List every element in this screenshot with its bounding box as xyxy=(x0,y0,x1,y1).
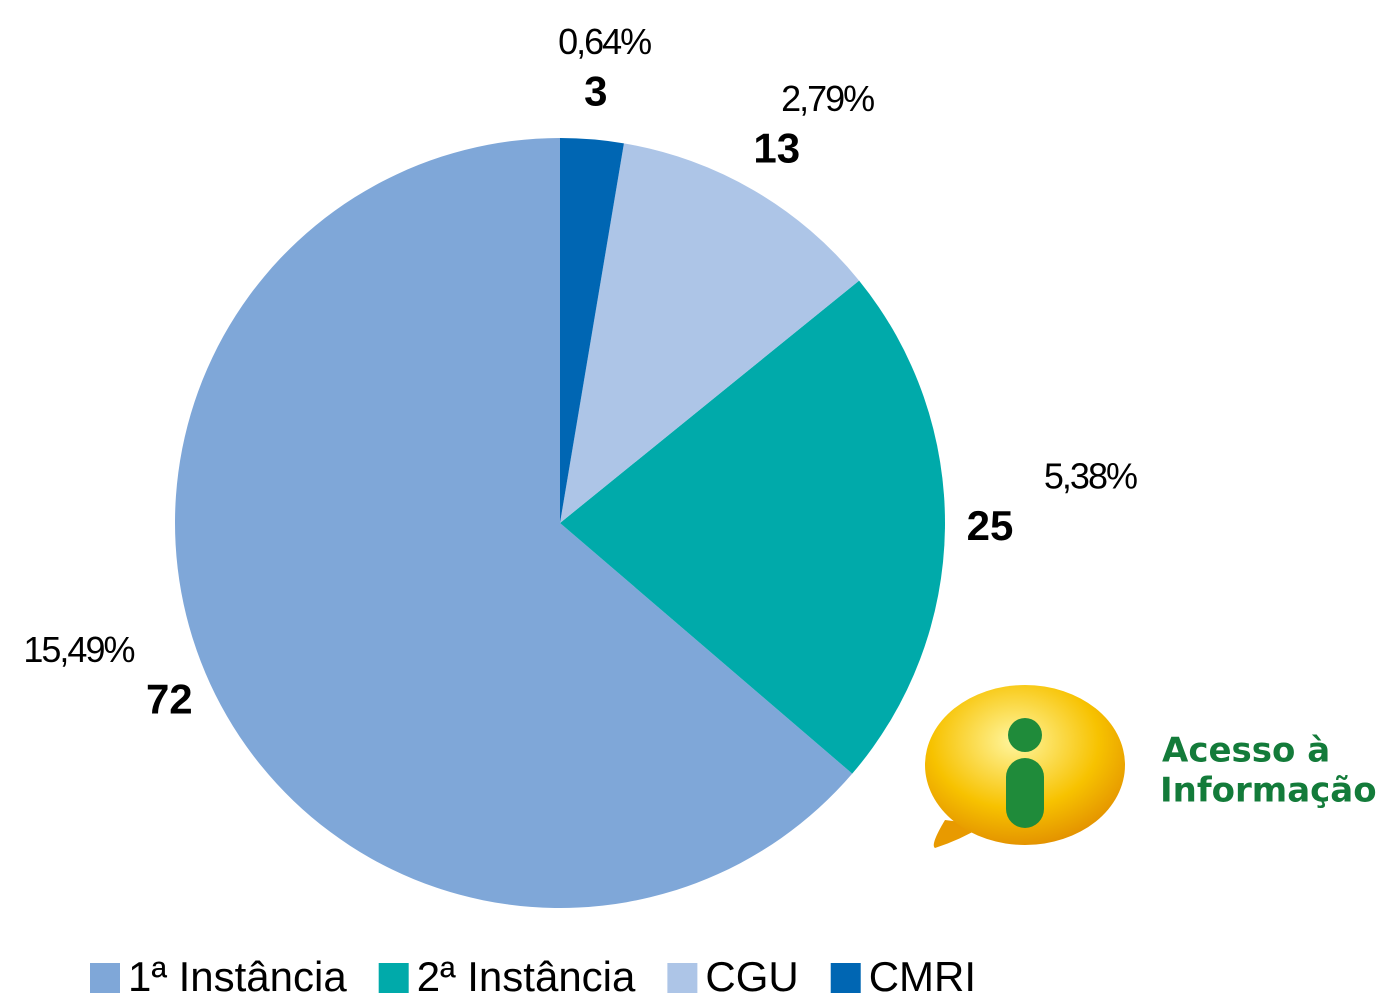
legend-swatch xyxy=(667,963,698,993)
logo-text: Acesso à xyxy=(1162,731,1330,771)
value-label: 72 xyxy=(146,676,193,723)
percent-label: 5,38% xyxy=(1044,455,1137,496)
percent-label: 15,49% xyxy=(23,629,134,670)
logo-dot xyxy=(1008,718,1042,752)
legend-swatch xyxy=(830,963,861,993)
value-label: 13 xyxy=(753,125,800,172)
pie-slice xyxy=(560,280,945,774)
legend-swatch xyxy=(378,963,409,993)
legend-swatch xyxy=(90,963,120,993)
logo-text: Informação xyxy=(1160,771,1377,811)
percent-label: 2,79% xyxy=(781,78,874,119)
legend-label: CMRI xyxy=(869,953,976,1000)
value-label: 3 xyxy=(584,68,607,115)
legend-label: 1ª Instância xyxy=(128,953,347,1000)
percent-label: 0,64% xyxy=(558,21,651,62)
legend-label: 2ª Instância xyxy=(417,953,636,1000)
pie-slice xyxy=(560,138,624,523)
legend-label: CGU xyxy=(705,953,798,1000)
pie-slice xyxy=(560,143,860,523)
pie-slice xyxy=(174,138,853,909)
logo: Acesso à Informação xyxy=(925,685,1377,848)
logo-stem xyxy=(1006,758,1044,828)
value-label: 25 xyxy=(967,502,1014,549)
